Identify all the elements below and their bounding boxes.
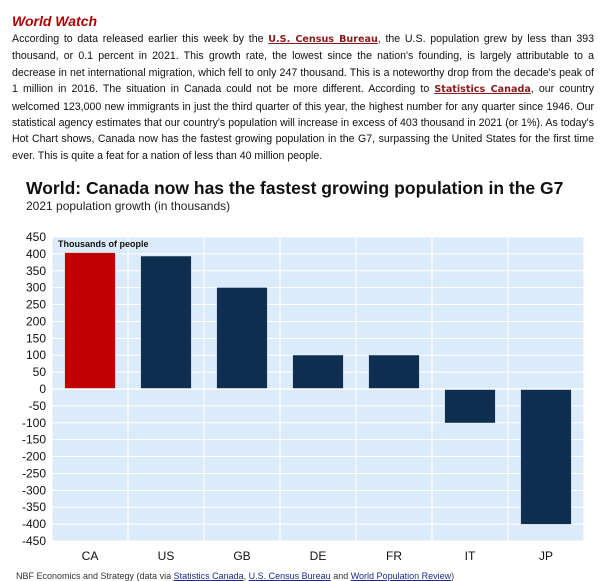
population-growth-chart: 450 400 350 300 250 200 150 100 50 0 -50 -100 -150 -2… [22,230,585,563]
y-tick-label: -200 [22,450,46,464]
source-link-wpr[interactable]: World Population Review [350,571,452,581]
bar-jp [520,389,572,525]
bar-us [140,256,192,389]
x-tick-label: US [158,549,175,563]
statistics-canada-link[interactable]: Statistics Canada [434,84,531,96]
y-unit-label: Thousands of people [58,239,149,249]
y-tick-label: 50 [33,365,47,379]
bar-gb [216,287,268,389]
article-text: , our country welcomed 123,000 new immig… [12,83,594,162]
y-tick-label: 200 [26,314,46,328]
y-tick-label: 350 [26,264,46,278]
bar-de [292,355,344,389]
article-body: According to data released earlier this … [12,31,594,164]
y-tick-label: -50 [29,399,47,413]
article-text: According to data released earlier this … [12,33,269,45]
y-tick-label: -300 [22,483,46,497]
y-tick-label: -400 [22,517,46,531]
y-tick-label: -100 [22,416,46,430]
bar-it [444,389,496,423]
chart-title: World: Canada now has the fastest growin… [26,178,564,198]
x-tick-label: GB [233,549,250,563]
x-tick-label: DE [310,549,327,563]
source-link-statcan[interactable]: Statistics Canada [173,571,244,581]
x-tick-label: CA [82,549,99,563]
bar-fr [368,355,420,389]
article-text: , the U.S. population grew by less than … [12,33,595,96]
y-tick-label: 150 [26,331,46,345]
bar-ca [64,252,116,389]
source-link-census[interactable]: U.S. Census Bureau [248,571,331,581]
chart-subtitle: 2021 population growth (in thousands) [26,199,231,213]
chart-source: NBF Economics and Strategy (data via Sta… [16,571,454,581]
x-tick-label: FR [386,549,402,563]
y-tick-label: 0 [39,382,46,396]
x-tick-label: JP [539,549,553,563]
y-tick-label: 450 [26,230,46,244]
y-tick-label: 250 [26,298,46,312]
y-tick-label: -250 [22,466,46,480]
source-text: and [330,571,351,581]
y-tick-label: 100 [26,348,46,362]
source-text: NBF Economics and Strategy (data via [16,571,174,581]
y-tick-label: -350 [22,500,46,514]
article: World Watch According to data released e… [12,12,594,164]
census-bureau-link[interactable]: U.S. Census Bureau [268,34,378,45]
x-tick-label: IT [465,549,476,563]
y-tick-label: -450 [22,534,46,548]
section-title: World Watch [12,13,98,29]
source-text: ) [451,571,455,581]
y-tick-label: 400 [26,247,46,261]
y-tick-label: -150 [22,433,46,447]
y-tick-label: 300 [26,281,46,295]
